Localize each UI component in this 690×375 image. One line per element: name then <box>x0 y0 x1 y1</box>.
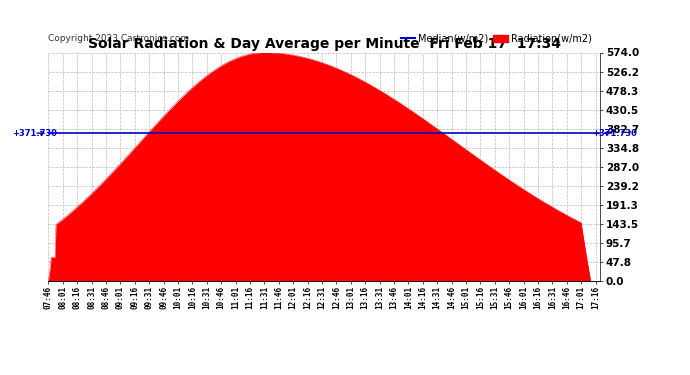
Text: +371.730: +371.730 <box>12 129 57 138</box>
Title: Solar Radiation & Day Average per Minute  Fri Feb 17  17:34: Solar Radiation & Day Average per Minute… <box>88 38 561 51</box>
Legend: Median(w/m2), Radiation(w/m2): Median(w/m2), Radiation(w/m2) <box>397 30 595 48</box>
Text: Copyright 2023 Cartronics.com: Copyright 2023 Cartronics.com <box>48 34 190 44</box>
Text: +371.730: +371.730 <box>592 129 637 138</box>
